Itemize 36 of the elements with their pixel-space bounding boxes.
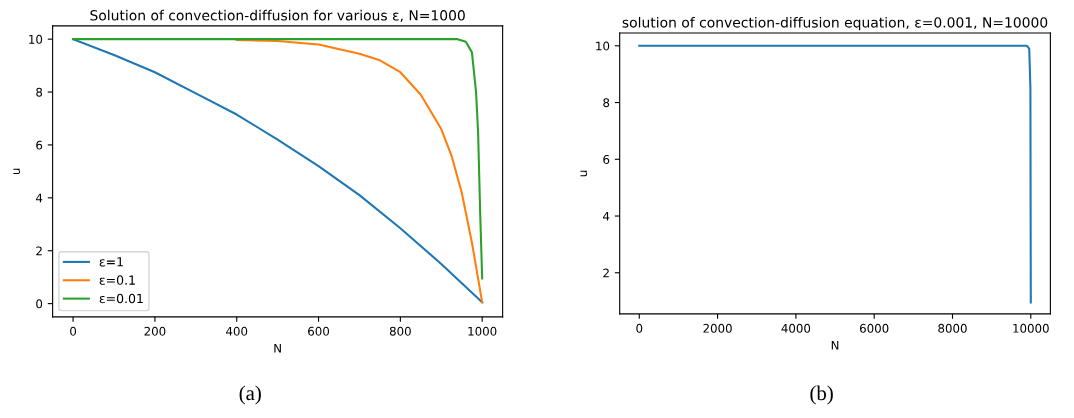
x-tick-label: 8000 xyxy=(938,323,967,333)
legend-label: ε=0.1 xyxy=(99,275,135,285)
y-tick-label: 6 xyxy=(36,140,43,150)
chart-title: solution of convection-diffusion equation, ε=0.001, N=10000 xyxy=(622,16,1048,31)
y-tick-label: 4 xyxy=(35,193,43,203)
y-tick-label: 6 xyxy=(603,155,610,164)
legend-label: ε=0.01 xyxy=(99,293,143,304)
x-axis-title: N xyxy=(274,343,281,353)
legend-label: ε=1 xyxy=(99,257,123,267)
chart-title: Solution of convection-diffusion for various ε, N=1000 xyxy=(90,9,465,22)
y-tick-label: 10 xyxy=(29,34,43,44)
x-tick-label: 0 xyxy=(70,326,77,336)
y-tick-label: 8 xyxy=(603,98,610,108)
x-tick-label: 800 xyxy=(389,326,411,336)
x-tick-label: 6000 xyxy=(859,323,889,333)
x-tick-label: 1000 xyxy=(468,326,497,336)
y-axis-title: u xyxy=(13,168,21,175)
x-tick-label: 4000 xyxy=(781,323,811,333)
x-tick-label: 600 xyxy=(308,326,330,336)
line-series xyxy=(235,38,484,304)
x-tick-label: 10000 xyxy=(1013,323,1049,333)
x-tick-label: 2000 xyxy=(703,323,732,333)
x-tick-label: 200 xyxy=(144,326,166,336)
line-series xyxy=(638,44,1032,304)
y-axis-title: u xyxy=(580,170,588,177)
y-tick-label: 2 xyxy=(36,246,42,256)
y-tick-label: 8 xyxy=(36,87,43,97)
y-tick-label: 10 xyxy=(596,41,610,51)
text: (a) xyxy=(239,385,261,405)
y-tick-label: 2 xyxy=(603,268,609,278)
x-tick-label: 0 xyxy=(636,323,643,333)
y-tick-label: 0 xyxy=(36,299,43,309)
text: (b) xyxy=(810,385,833,405)
x-tick-label: 400 xyxy=(226,326,248,336)
y-tick-label: 4 xyxy=(603,211,610,221)
x-axis-title: N xyxy=(831,340,839,350)
